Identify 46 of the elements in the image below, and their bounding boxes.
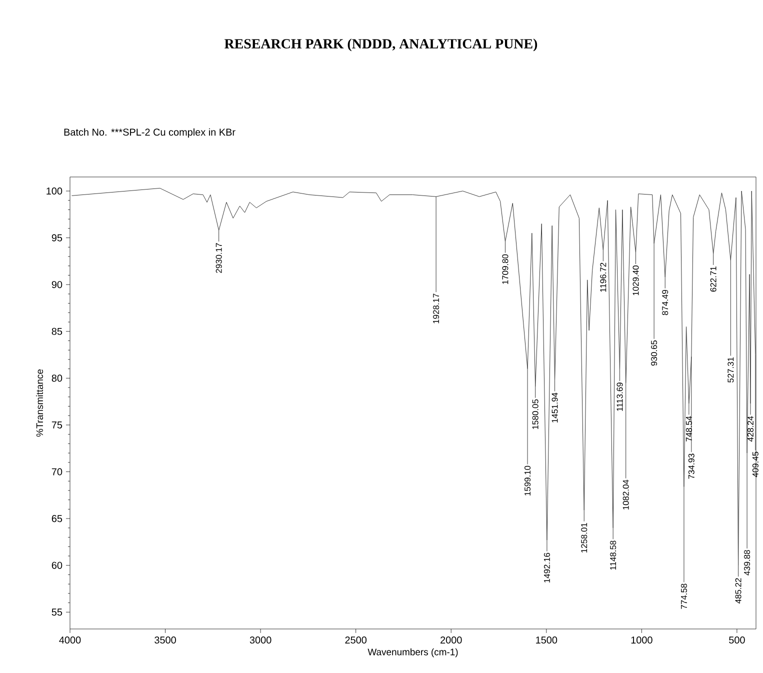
annotation: 748.54 bbox=[686, 416, 692, 442]
annotation: 1709.80 bbox=[502, 254, 508, 284]
x-tick-label: 3500 bbox=[154, 636, 176, 644]
annotation: 485.22 bbox=[735, 578, 742, 604]
y-tick-label: 65 bbox=[52, 515, 62, 522]
y-tick-label: 75 bbox=[52, 421, 62, 428]
annotation: 1492.16 bbox=[544, 552, 550, 582]
y-tick-label: 60 bbox=[52, 562, 62, 569]
annotation: 1580.05 bbox=[532, 399, 538, 429]
y-tick-label: 70 bbox=[52, 468, 62, 476]
annotation: 527.31 bbox=[728, 357, 734, 382]
y-tick-label: 90 bbox=[52, 281, 62, 288]
annotation: 1451.94 bbox=[552, 392, 558, 422]
x-tick-label: 1500 bbox=[536, 636, 558, 644]
chart-title: RESEARCH PARK (NDDD, ANALYTICAL PUNE) bbox=[224, 38, 538, 52]
annotation: 439.88 bbox=[744, 550, 750, 576]
annotation: 1599.10 bbox=[524, 466, 531, 496]
annotation: 409.45 bbox=[752, 452, 758, 478]
y-tick-label: 80 bbox=[52, 374, 62, 382]
x-axis-title: Wavenumbers (cm-1) bbox=[368, 648, 458, 658]
annotation: 874.49 bbox=[662, 290, 668, 316]
annotation: 1196.72 bbox=[600, 262, 606, 292]
annotation: 734.93 bbox=[688, 454, 694, 479]
x-tick-label: 4000 bbox=[59, 636, 81, 644]
y-tick-label: 55 bbox=[52, 608, 62, 616]
annotation: 1082.04 bbox=[622, 480, 629, 510]
annotation: 930.65 bbox=[651, 340, 658, 366]
x-tick-label: 2500 bbox=[345, 636, 367, 644]
annotation: 774.58 bbox=[680, 584, 687, 609]
annotation: 622.71 bbox=[710, 266, 716, 292]
x-tick-label: 3000 bbox=[250, 636, 272, 644]
chart-subtitle: Batch No. ***SPL-2 Cu complex in KBr bbox=[64, 128, 236, 138]
y-axis-title: %Transmittance bbox=[36, 369, 44, 437]
y-tick-label: 100 bbox=[46, 187, 62, 195]
x-tick-label: 500 bbox=[729, 636, 745, 644]
y-tick-label: 95 bbox=[52, 234, 62, 242]
annotation: 2930.17 bbox=[216, 243, 222, 273]
annotation: 1029.40 bbox=[632, 266, 639, 296]
annotation: 1258.01 bbox=[581, 522, 588, 553]
annotation: 1113.69 bbox=[616, 382, 623, 411]
x-tick-label: 1000 bbox=[631, 636, 652, 644]
annotation: 1928.17 bbox=[433, 294, 440, 324]
annotation: 1148.58 bbox=[610, 540, 616, 570]
x-tick-label: 2000 bbox=[440, 636, 462, 644]
y-tick-label: 85 bbox=[52, 328, 62, 335]
annotation: 428.24 bbox=[747, 416, 754, 442]
